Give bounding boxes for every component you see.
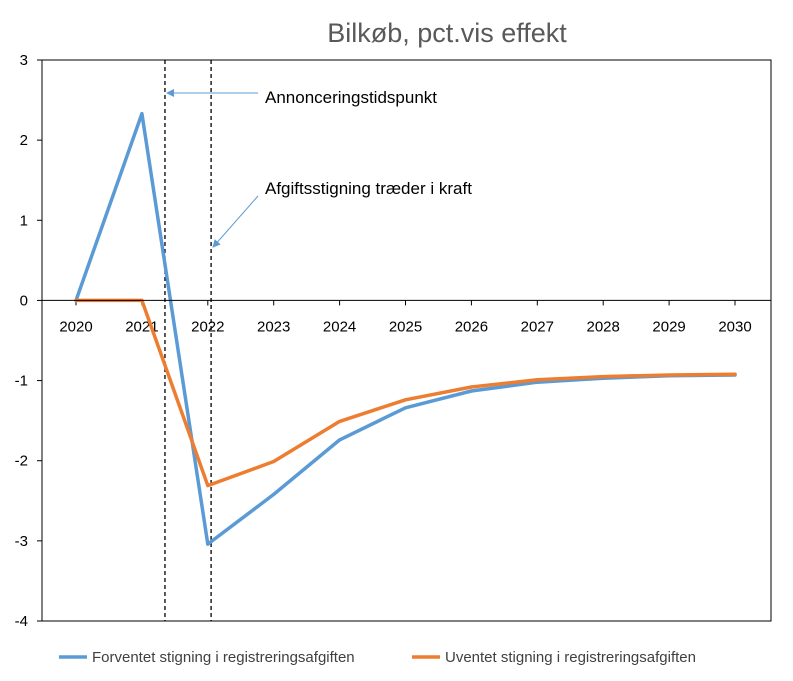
x-tick-label: 2023	[257, 318, 290, 335]
data-point	[535, 378, 539, 382]
y-tick-label: 1	[20, 212, 28, 229]
data-point	[733, 372, 737, 376]
annotation-label: Annonceringstidspunkt	[265, 88, 437, 107]
data-point	[403, 398, 408, 402]
data-point	[601, 374, 605, 379]
x-tick-label: 2024	[323, 318, 356, 335]
data-point	[140, 112, 144, 116]
data-point	[338, 419, 342, 424]
annotation-label: Afgiftsstigning træder i kraft	[265, 179, 472, 198]
y-tick-label: -3	[15, 533, 28, 550]
x-tick-label: 2028	[587, 318, 620, 335]
annotation-arrow	[212, 195, 259, 248]
data-point	[469, 385, 473, 389]
x-tick-label: 2029	[652, 318, 685, 335]
y-tick-label: -1	[15, 373, 28, 390]
data-point	[206, 483, 210, 488]
x-tick-label: 2027	[521, 318, 554, 335]
legend-label: Forventet stigning i registreringsafgift…	[92, 649, 355, 666]
chart-title: Bilkøb, pct.vis effekt	[327, 18, 567, 48]
data-point	[272, 492, 276, 496]
x-tick-label: 2030	[718, 318, 751, 335]
x-tick-label: 2025	[389, 318, 422, 335]
data-point	[338, 438, 342, 442]
y-tick-label: 0	[20, 292, 28, 309]
x-tick-label: 2020	[59, 318, 92, 335]
y-tick-label: 2	[20, 132, 28, 149]
y-tick-label: -2	[15, 453, 28, 470]
legend-label: Uventet stigning i registreringsafgiften	[445, 649, 696, 666]
x-tick-label: 2026	[455, 318, 488, 335]
data-point	[403, 406, 408, 410]
data-point	[272, 459, 276, 464]
y-tick-label: 3	[20, 52, 28, 69]
data-point	[667, 373, 671, 377]
data-point	[206, 542, 210, 546]
plot-area-border	[41, 59, 772, 622]
data-point	[469, 389, 473, 393]
x-tick-label: 2022	[191, 318, 224, 335]
y-tick-label: -4	[15, 613, 28, 630]
